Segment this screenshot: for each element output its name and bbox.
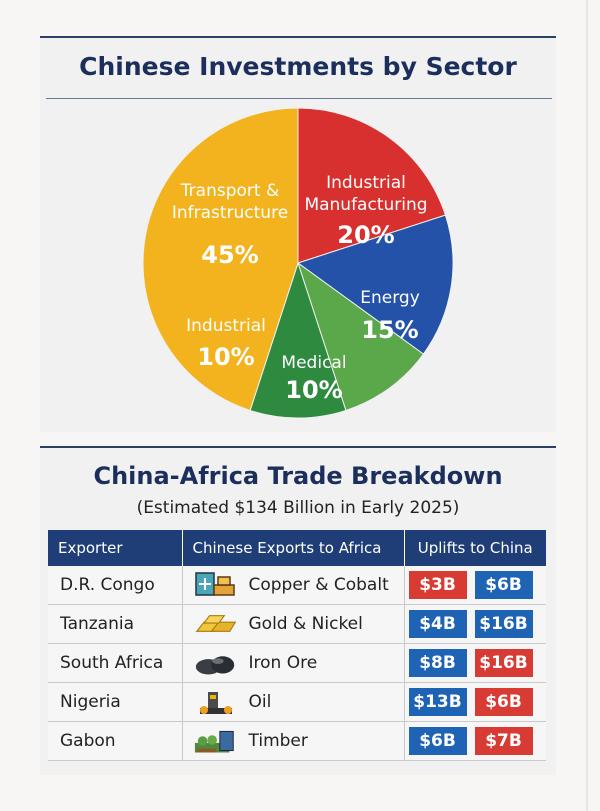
value-badge-first: $8B: [408, 649, 467, 677]
pie-value-label: 10%: [285, 376, 342, 404]
header-exporter: Exporter: [48, 530, 183, 566]
pie-slice-label: Industrial: [326, 173, 406, 193]
exporter-cell: Tanzania: [48, 604, 183, 644]
pie-value-label: 20%: [337, 221, 394, 249]
oil-pump-icon: [193, 688, 239, 716]
trade-table: Exporter Chinese Exports to Africa Uplif…: [48, 530, 546, 761]
trade-card: China-Africa Trade Breakdown (Estimated …: [40, 446, 556, 775]
table-row: D.R. Congo Copper & Cobalt $3B $6B: [48, 566, 546, 605]
exporter-cell: Gabon: [48, 721, 183, 761]
trade-title: China-Africa Trade Breakdown: [93, 462, 503, 490]
pie-slice-label: Infrastructure: [172, 203, 288, 223]
pie-slice-label: Transport &: [180, 181, 279, 201]
pie-chart-title: Chinese Investments by Sector: [79, 52, 517, 81]
table-row: South Africa Iron Ore $8B $16B: [48, 643, 546, 683]
value-badge-first: $13B: [408, 688, 467, 716]
value-badge-second: $6B: [474, 688, 533, 716]
pie-slice: [297, 107, 447, 264]
table-row: Tanzania Gold & Nickel $4B $16B: [48, 604, 546, 644]
pie-slice-label: Manufacturing: [304, 195, 427, 215]
gold-bars-icon: [193, 610, 239, 638]
commodity-cell: Gold & Nickel: [182, 604, 405, 644]
values-cell: $4B $16B: [404, 604, 546, 644]
values-cell: $6B $7B: [404, 721, 546, 761]
value-badge-second: $16B: [474, 610, 533, 638]
values-cell: $13B $6B: [404, 682, 546, 722]
commodity-label: Oil: [248, 692, 272, 712]
table-header-row: Exporter Chinese Exports to Africa Uplif…: [48, 530, 546, 566]
pie-slice-label: Medical: [281, 353, 346, 373]
pie-slice-label: Energy: [360, 288, 420, 308]
values-cell: $8B $16B: [404, 643, 546, 683]
pie-value-label: 10%: [197, 343, 254, 371]
values-cell: $3B $6B: [404, 566, 546, 605]
commodity-label: Copper & Cobalt: [248, 575, 389, 595]
commodity-label: Iron Ore: [248, 653, 318, 673]
pie-slice: [142, 107, 299, 412]
timber-icon: [193, 727, 239, 755]
pie-value-label: 15%: [361, 316, 418, 344]
page-edge-line: [586, 0, 588, 811]
pie-slice: [296, 214, 454, 355]
exporter-cell: South Africa: [48, 643, 183, 683]
value-badge-first: $4B: [408, 610, 467, 638]
value-badge-first: $6B: [408, 727, 467, 755]
commodity-label: Gold & Nickel: [248, 614, 363, 634]
investments-pie-chart: Transport &Infrastructure45%IndustrialMa…: [142, 107, 454, 419]
pie-value-label: 45%: [201, 241, 258, 269]
value-badge-second: $16B: [474, 649, 533, 677]
commodity-cell: Oil: [182, 682, 405, 722]
commodity-cell: Timber: [182, 721, 405, 761]
iron-ore-icon: [193, 649, 239, 677]
exporter-cell: D.R. Congo: [48, 566, 183, 605]
copper-cobalt-icon: [193, 571, 239, 599]
commodity-cell: Iron Ore: [182, 643, 405, 683]
header-exports: Chinese Exports to Africa: [182, 530, 405, 566]
pie-slice: [249, 261, 347, 419]
trade-subtitle: (Estimated $134 Billion in Early 2025): [136, 498, 460, 518]
pie-slice-label: Industrial: [186, 316, 266, 336]
table-row: Gabon Timber $6B $7B: [48, 721, 546, 761]
value-badge-second: $7B: [474, 727, 533, 755]
table-row: Nigeria Oil $13B $6B: [48, 682, 546, 722]
commodity-cell: Copper & Cobalt: [182, 566, 405, 605]
pie-slice: [297, 261, 425, 412]
investments-card: Chinese Investments by Sector Transport …: [40, 36, 556, 432]
title-divider: [46, 98, 552, 99]
value-badge-first: $3B: [408, 571, 467, 599]
header-uplifts: Uplifts to China: [404, 530, 546, 566]
value-badge-second: $6B: [474, 571, 533, 599]
commodity-label: Timber: [248, 731, 308, 751]
exporter-cell: Nigeria: [48, 682, 183, 722]
